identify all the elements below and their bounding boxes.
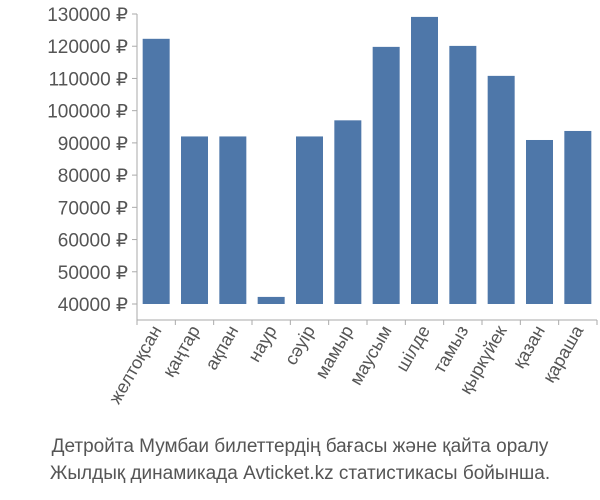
y-tick-label: 40000 ₽ [58, 295, 128, 316]
bar [372, 46, 400, 304]
y-tick-label: 70000 ₽ [58, 198, 128, 219]
y-tick-label: 90000 ₽ [58, 134, 128, 155]
y-tick-label: 130000 ₽ [47, 5, 128, 26]
y-tick-label: 120000 ₽ [47, 37, 128, 58]
bar [449, 45, 477, 305]
x-tick-label: наур [244, 322, 281, 365]
x-tick-label: ақпан [201, 322, 242, 373]
bar [296, 136, 323, 304]
bar [487, 75, 515, 304]
y-tick-label: 60000 ₽ [58, 231, 128, 252]
bar [526, 139, 553, 304]
x-tick-label: қазан [509, 322, 549, 372]
y-tick-label: 80000 ₽ [58, 166, 128, 187]
bar [334, 120, 362, 304]
chart-subtitle: Жылдық динамикада Avticket.kz статистика… [50, 463, 550, 484]
bar [564, 130, 592, 304]
x-tick-label: қаңтар [159, 322, 204, 380]
bar [411, 16, 438, 305]
x-tick-label: сәуір [281, 322, 319, 368]
bar [219, 136, 247, 304]
x-tick-label: желтоқсан [105, 322, 166, 407]
y-tick-label: 100000 ₽ [47, 102, 128, 123]
chart-title: Детройта Мумбаи билеттердің бағасы және … [52, 436, 549, 457]
x-tick-label: шілде [392, 322, 434, 375]
y-tick-label: 110000 ₽ [49, 69, 128, 90]
bar [181, 136, 208, 304]
bar [142, 38, 170, 305]
bar [257, 296, 285, 304]
y-tick-label: 50000 ₽ [58, 263, 128, 284]
